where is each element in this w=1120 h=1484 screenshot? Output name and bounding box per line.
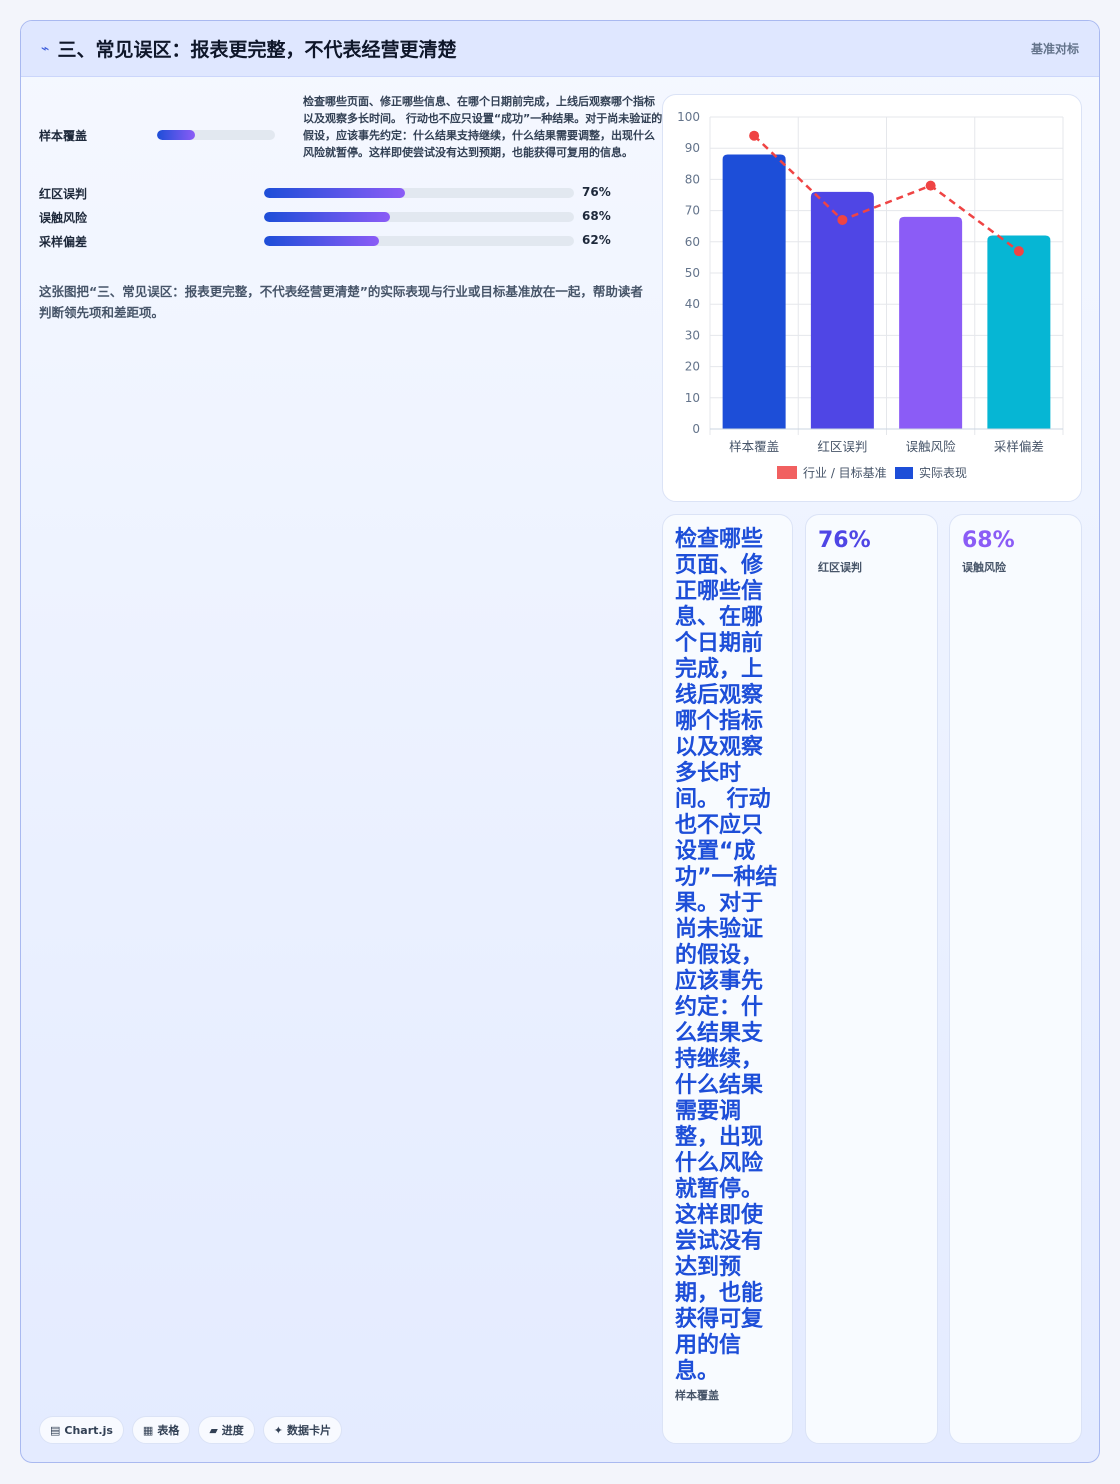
progress-fill [264, 212, 391, 222]
chart-icon: ▤ [50, 1423, 61, 1437]
stat-card: 76% 红区误判 [805, 514, 938, 1444]
chart-description: 这张图把“三、常见误区：报表更完整，不代表经营更清楚”的实际表现与行业或目标基准… [39, 284, 643, 320]
progress-track [264, 236, 574, 246]
chip-label: 进度 [221, 1424, 244, 1437]
bar [810, 191, 874, 429]
action-note: 检查哪些页面、修正哪些信息、在哪个日期前完成，上线后观察哪个指标以及观察多长时间… [303, 95, 663, 159]
benchmark-point [749, 130, 760, 141]
pulse-icon: ⌁ [41, 40, 50, 57]
progress-label: 样本覆盖 [39, 129, 88, 143]
progress-fill [264, 188, 406, 198]
y-tick-label: 40 [685, 297, 700, 311]
legend-label: 行业 / 目标基准 [803, 466, 887, 480]
bar [899, 216, 963, 429]
card-title: 三、常见误区：报表更完整，不代表经营更清楚 [57, 39, 457, 61]
x-tick-label: 红区误判 [817, 439, 867, 454]
y-tick-label: 60 [685, 235, 700, 249]
progress-value: 62% [582, 233, 611, 247]
progress-label: 红区误判 [39, 187, 88, 201]
sparkle-icon: ✦ [273, 1423, 284, 1437]
y-tick-label: 50 [685, 266, 700, 280]
progress-value: 68% [582, 209, 611, 223]
stat-card: 68% 误触风险 [949, 514, 1082, 1444]
chart-container: 0 10 20 30 40 50 60 70 80 90 100 样本覆盖 红区误判 误触风险 采样偏差行业… [662, 94, 1082, 502]
benchmark-line [753, 134, 1020, 253]
y-tick-label: 100 [677, 110, 700, 124]
progress-track [157, 130, 275, 140]
x-tick-label: 误触风险 [906, 439, 957, 454]
x-tick-label: 样本覆盖 [729, 439, 779, 454]
chip-data-card[interactable]: ✦ 数据卡片 [262, 1416, 343, 1444]
progress-label: 误触风险 [39, 211, 88, 225]
chip-label: Chart.js [64, 1423, 113, 1437]
benchmark-point [925, 180, 936, 191]
stat-card-value: 检查哪些页面、修正哪些信息、在哪个日期前完成，上线后观察哪个指标以及观察多长时间… [675, 527, 778, 1384]
y-tick-label: 0 [692, 422, 700, 436]
stat-card: 检查哪些页面、修正哪些信息、在哪个日期前完成，上线后观察哪个指标以及观察多长时间… [662, 514, 793, 1444]
card-header: ⌁ 三、常见误区：报表更完整，不代表经营更清楚 基准对标 [21, 21, 1099, 77]
stat-card-label: 红区误判 [818, 561, 862, 574]
stat-card-value: 68% [962, 528, 1015, 553]
y-tick-label: 80 [685, 172, 700, 186]
progress-fill [157, 130, 195, 140]
progress-icon: ▰ [209, 1423, 218, 1437]
chip-chartjs[interactable]: ▤ Chart.js [39, 1416, 124, 1444]
progress-value: 76% [582, 185, 611, 199]
benchmark-point [837, 214, 848, 225]
progress-fill [264, 236, 380, 246]
header-tag: 基准对标 [1030, 42, 1079, 56]
legend-label: 实际表现 [919, 465, 967, 480]
table-icon: ▦ [142, 1423, 154, 1437]
progress-label: 采样偏差 [39, 235, 88, 249]
x-tick-label: 采样偏差 [994, 439, 1044, 454]
legend-swatch-actual [895, 467, 913, 479]
progress-track [264, 188, 574, 198]
y-tick-label: 30 [685, 328, 700, 342]
feature-chips: ▤ Chart.js ▦ 表格 ▰ 进度 ✦ 数据卡片 [39, 1416, 343, 1444]
y-tick-label: 20 [685, 360, 700, 374]
chip-table[interactable]: ▦ 表格 [131, 1416, 191, 1444]
chip-label: 数据卡片 [287, 1424, 332, 1437]
progress-track [264, 212, 574, 222]
benchmark-card: ⌁ 三、常见误区：报表更完整，不代表经营更清楚 基准对标 样本覆盖 检查哪些页面… [20, 20, 1100, 1463]
benchmark-point [1013, 246, 1024, 257]
y-tick-label: 10 [685, 391, 700, 405]
stat-card-label: 误触风险 [962, 561, 1006, 574]
y-tick-label: 90 [685, 141, 700, 155]
benchmark-chart: 0 10 20 30 40 50 60 70 80 90 100 样本覆盖 红区误判 误触风险 采样偏差行业… [677, 110, 1064, 480]
chip-label: 表格 [157, 1424, 180, 1437]
chip-progress[interactable]: ▰ 进度 [198, 1416, 255, 1444]
bar [987, 235, 1051, 429]
stat-card-label: 样本覆盖 [675, 1389, 719, 1402]
bar [722, 154, 786, 429]
y-tick-label: 70 [685, 204, 700, 218]
legend-swatch-benchmark [777, 466, 797, 479]
stat-card-value: 76% [818, 528, 871, 553]
